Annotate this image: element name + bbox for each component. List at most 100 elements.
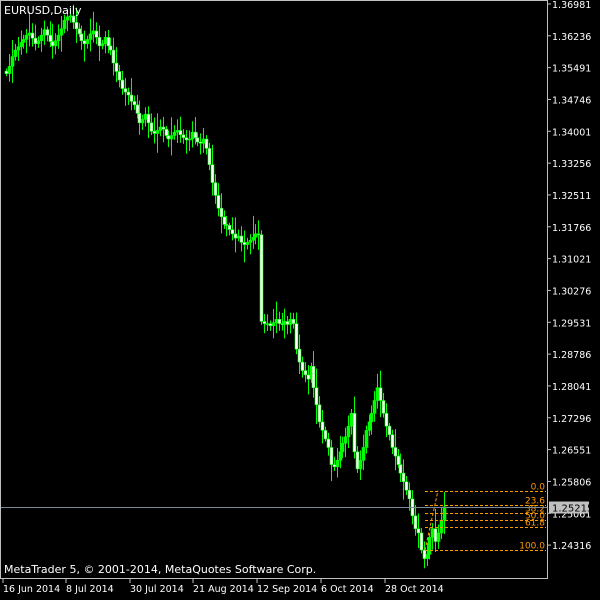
candle-body xyxy=(236,235,241,239)
candle-body xyxy=(398,464,403,474)
candle-body xyxy=(117,71,122,81)
candle-body xyxy=(190,131,195,140)
time-tick-label: 28 Oct 2014 xyxy=(385,584,444,595)
candle-body xyxy=(97,37,102,47)
candle-body xyxy=(36,40,41,45)
candle-body xyxy=(303,370,308,376)
price-tick-label: 1.29531 xyxy=(552,318,591,329)
candle-body xyxy=(21,39,26,43)
candle-body xyxy=(282,321,287,325)
price-tick-label: 1.28786 xyxy=(552,350,591,361)
candle-body xyxy=(285,321,290,325)
candle-body xyxy=(277,319,282,324)
candle-body xyxy=(164,128,169,136)
candle-body xyxy=(329,447,334,465)
candle-body xyxy=(346,425,351,438)
time-tick-label: 30 Jul 2014 xyxy=(130,584,184,595)
candle-body xyxy=(314,387,319,406)
candle-body xyxy=(123,88,128,93)
candle-body xyxy=(187,138,192,141)
price-tick-label: 1.28041 xyxy=(552,382,591,393)
candle-body xyxy=(219,207,224,218)
candle-body xyxy=(372,400,377,414)
candle-body xyxy=(425,554,430,559)
candle-body xyxy=(352,413,357,453)
candle-body xyxy=(233,233,238,239)
candle-body xyxy=(13,49,18,57)
candle-body xyxy=(56,34,61,42)
candle-body xyxy=(184,137,189,141)
candle-body xyxy=(85,39,90,45)
candle-body xyxy=(230,229,235,235)
candle-body xyxy=(27,32,32,36)
candle-body xyxy=(227,225,232,230)
candle-body xyxy=(335,460,340,468)
candle-body xyxy=(369,413,374,423)
candle-body xyxy=(77,28,82,35)
candle-body xyxy=(433,528,438,542)
candle-body xyxy=(146,113,151,124)
candle-body xyxy=(271,322,276,327)
candle-body xyxy=(193,131,198,139)
price-tick-label: 1.25806 xyxy=(552,477,591,488)
candle-body xyxy=(71,15,76,23)
candle-body xyxy=(207,148,212,165)
time-tick-label: 12 Sep 2014 xyxy=(257,584,317,595)
candle-body xyxy=(253,233,258,238)
candle-body xyxy=(155,130,160,134)
candle-body xyxy=(436,532,441,542)
candle-body xyxy=(430,528,435,538)
candle-body xyxy=(393,447,398,457)
candle-body xyxy=(178,130,183,136)
candle-body xyxy=(45,29,50,36)
candle-body xyxy=(338,451,343,461)
fib-level-label: 23.6 xyxy=(525,497,545,507)
price-tick-label: 1.36981 xyxy=(552,0,591,11)
candle-body xyxy=(401,472,406,482)
candle-body xyxy=(158,126,163,131)
price-tick-label: 1.34001 xyxy=(552,127,591,138)
candle-body xyxy=(361,447,366,461)
candle-body xyxy=(427,536,432,555)
candle-body xyxy=(19,42,24,48)
candle-body xyxy=(126,91,131,96)
candle-body xyxy=(53,40,58,47)
candle-body xyxy=(50,41,55,47)
candle-body xyxy=(172,131,177,136)
price-tick-label: 1.30276 xyxy=(552,286,591,297)
candle-body xyxy=(59,28,64,36)
fibonacci-retracement[interactable]: 0.0 23.638.250.061.8 100.0 xyxy=(424,483,546,552)
candle-body xyxy=(65,16,70,21)
fib-level-label: 38.2 xyxy=(525,505,545,515)
time-tick-label: 6 Oct 2014 xyxy=(321,584,374,595)
candle-body xyxy=(140,119,145,124)
candle-body xyxy=(297,348,302,363)
price-tick-label: 1.34746 xyxy=(552,95,591,106)
candle-body xyxy=(317,404,322,423)
time-axis: 16 Jun 2014 8 Jul 2014 30 Jul 2014 21 Aug 2… xyxy=(2,579,444,595)
candle-body xyxy=(181,134,186,139)
candle-body xyxy=(262,321,267,324)
candle-body xyxy=(120,79,125,89)
candle-body xyxy=(7,66,12,74)
candle-body xyxy=(175,130,180,133)
price-tick-label: 1.24316 xyxy=(552,541,591,552)
fib-level-label: 100.0 xyxy=(519,542,545,552)
time-tick-label: 16 Jun 2014 xyxy=(3,584,60,595)
candle-body xyxy=(407,489,412,500)
current-price-tag-bg xyxy=(549,501,589,514)
current-price-tag: 1.25215 xyxy=(549,501,593,515)
price-axis: 1.36981 1.36236 1.35491 1.34746 1.34001 1.332… xyxy=(548,0,591,552)
time-tick-label: 21 Aug 2014 xyxy=(193,584,254,595)
candle-body xyxy=(320,421,325,431)
footer-copyright: MetaTrader 5, © 2001-2014, MetaQuotes So… xyxy=(4,563,316,576)
candle-body xyxy=(274,319,279,324)
candle-body xyxy=(79,33,84,42)
candle-body xyxy=(355,451,360,470)
candle-body xyxy=(198,141,203,144)
candle-body xyxy=(4,70,9,74)
fib-level-label: 61.8 xyxy=(525,519,545,529)
candle-body xyxy=(222,216,227,225)
candle-body xyxy=(10,56,15,67)
